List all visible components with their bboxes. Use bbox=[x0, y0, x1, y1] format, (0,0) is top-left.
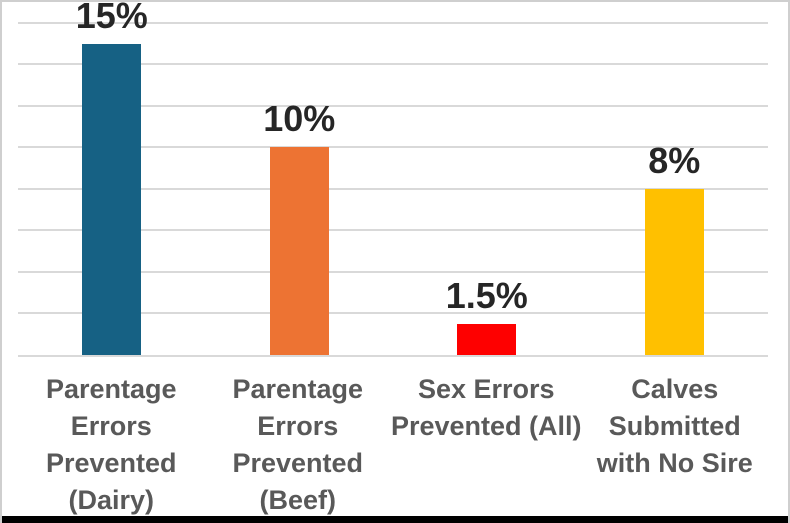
bar-value-label: 1.5% bbox=[445, 274, 528, 316]
gridlines bbox=[18, 2, 768, 355]
bar-4 bbox=[644, 188, 704, 355]
category-label-1: Parentage Errors Prevented (Dairy) bbox=[18, 359, 204, 516]
bar-3 bbox=[457, 323, 517, 355]
category-label-line: Calves bbox=[631, 374, 719, 404]
bar-column-4: 8% bbox=[581, 2, 769, 355]
gridline-6pct bbox=[18, 229, 768, 232]
gridline-14pct bbox=[18, 63, 768, 66]
category-label-line: Prevented bbox=[232, 448, 363, 478]
bar-value-label: 10% bbox=[263, 98, 336, 140]
bar-column-3: 1.5% bbox=[393, 2, 581, 355]
category-label-line: Sex Errors bbox=[417, 374, 555, 404]
gridline-12pct bbox=[18, 104, 768, 107]
bar-2 bbox=[269, 147, 329, 355]
category-label-line: Errors bbox=[257, 411, 339, 441]
bar-value-label: 15% bbox=[75, 0, 148, 36]
gridline-4pct bbox=[18, 270, 768, 273]
category-label-line: Submitted bbox=[608, 411, 741, 441]
category-label-line: Parentage bbox=[45, 374, 177, 404]
category-label-line: with No Sire bbox=[596, 448, 753, 478]
bar-value-label: 8% bbox=[648, 139, 701, 181]
plot-area: 15% 10% 1.5% 8% bbox=[18, 2, 768, 357]
category-label-line: (Dairy) bbox=[68, 485, 154, 515]
category-label-line: (Beef) bbox=[259, 485, 336, 515]
bars-row: 15% 10% 1.5% 8% bbox=[18, 2, 768, 355]
category-label-3: Sex Errors Prevented (All) bbox=[391, 359, 582, 516]
bottom-border-line bbox=[2, 516, 788, 523]
bar-column-1: 15% bbox=[18, 2, 206, 355]
category-label-line: Prevented (All) bbox=[390, 411, 582, 441]
category-label-line: Parentage bbox=[232, 374, 363, 404]
category-label-line: Prevented bbox=[45, 448, 177, 478]
category-label-4: Calves Submitted with No Sire bbox=[582, 359, 768, 516]
bar-1 bbox=[82, 43, 142, 355]
bar-column-2: 10% bbox=[206, 2, 394, 355]
category-label-2: Parentage Errors Prevented (Beef) bbox=[204, 359, 390, 516]
gridline-2pct bbox=[18, 312, 768, 315]
gridline-16pct bbox=[18, 21, 768, 24]
category-label-line: Errors bbox=[70, 411, 152, 441]
gridline-8pct bbox=[18, 187, 768, 190]
gridline-10pct bbox=[18, 146, 768, 149]
category-labels-row: Parentage Errors Prevented (Dairy) Parentage… bbox=[18, 359, 768, 516]
